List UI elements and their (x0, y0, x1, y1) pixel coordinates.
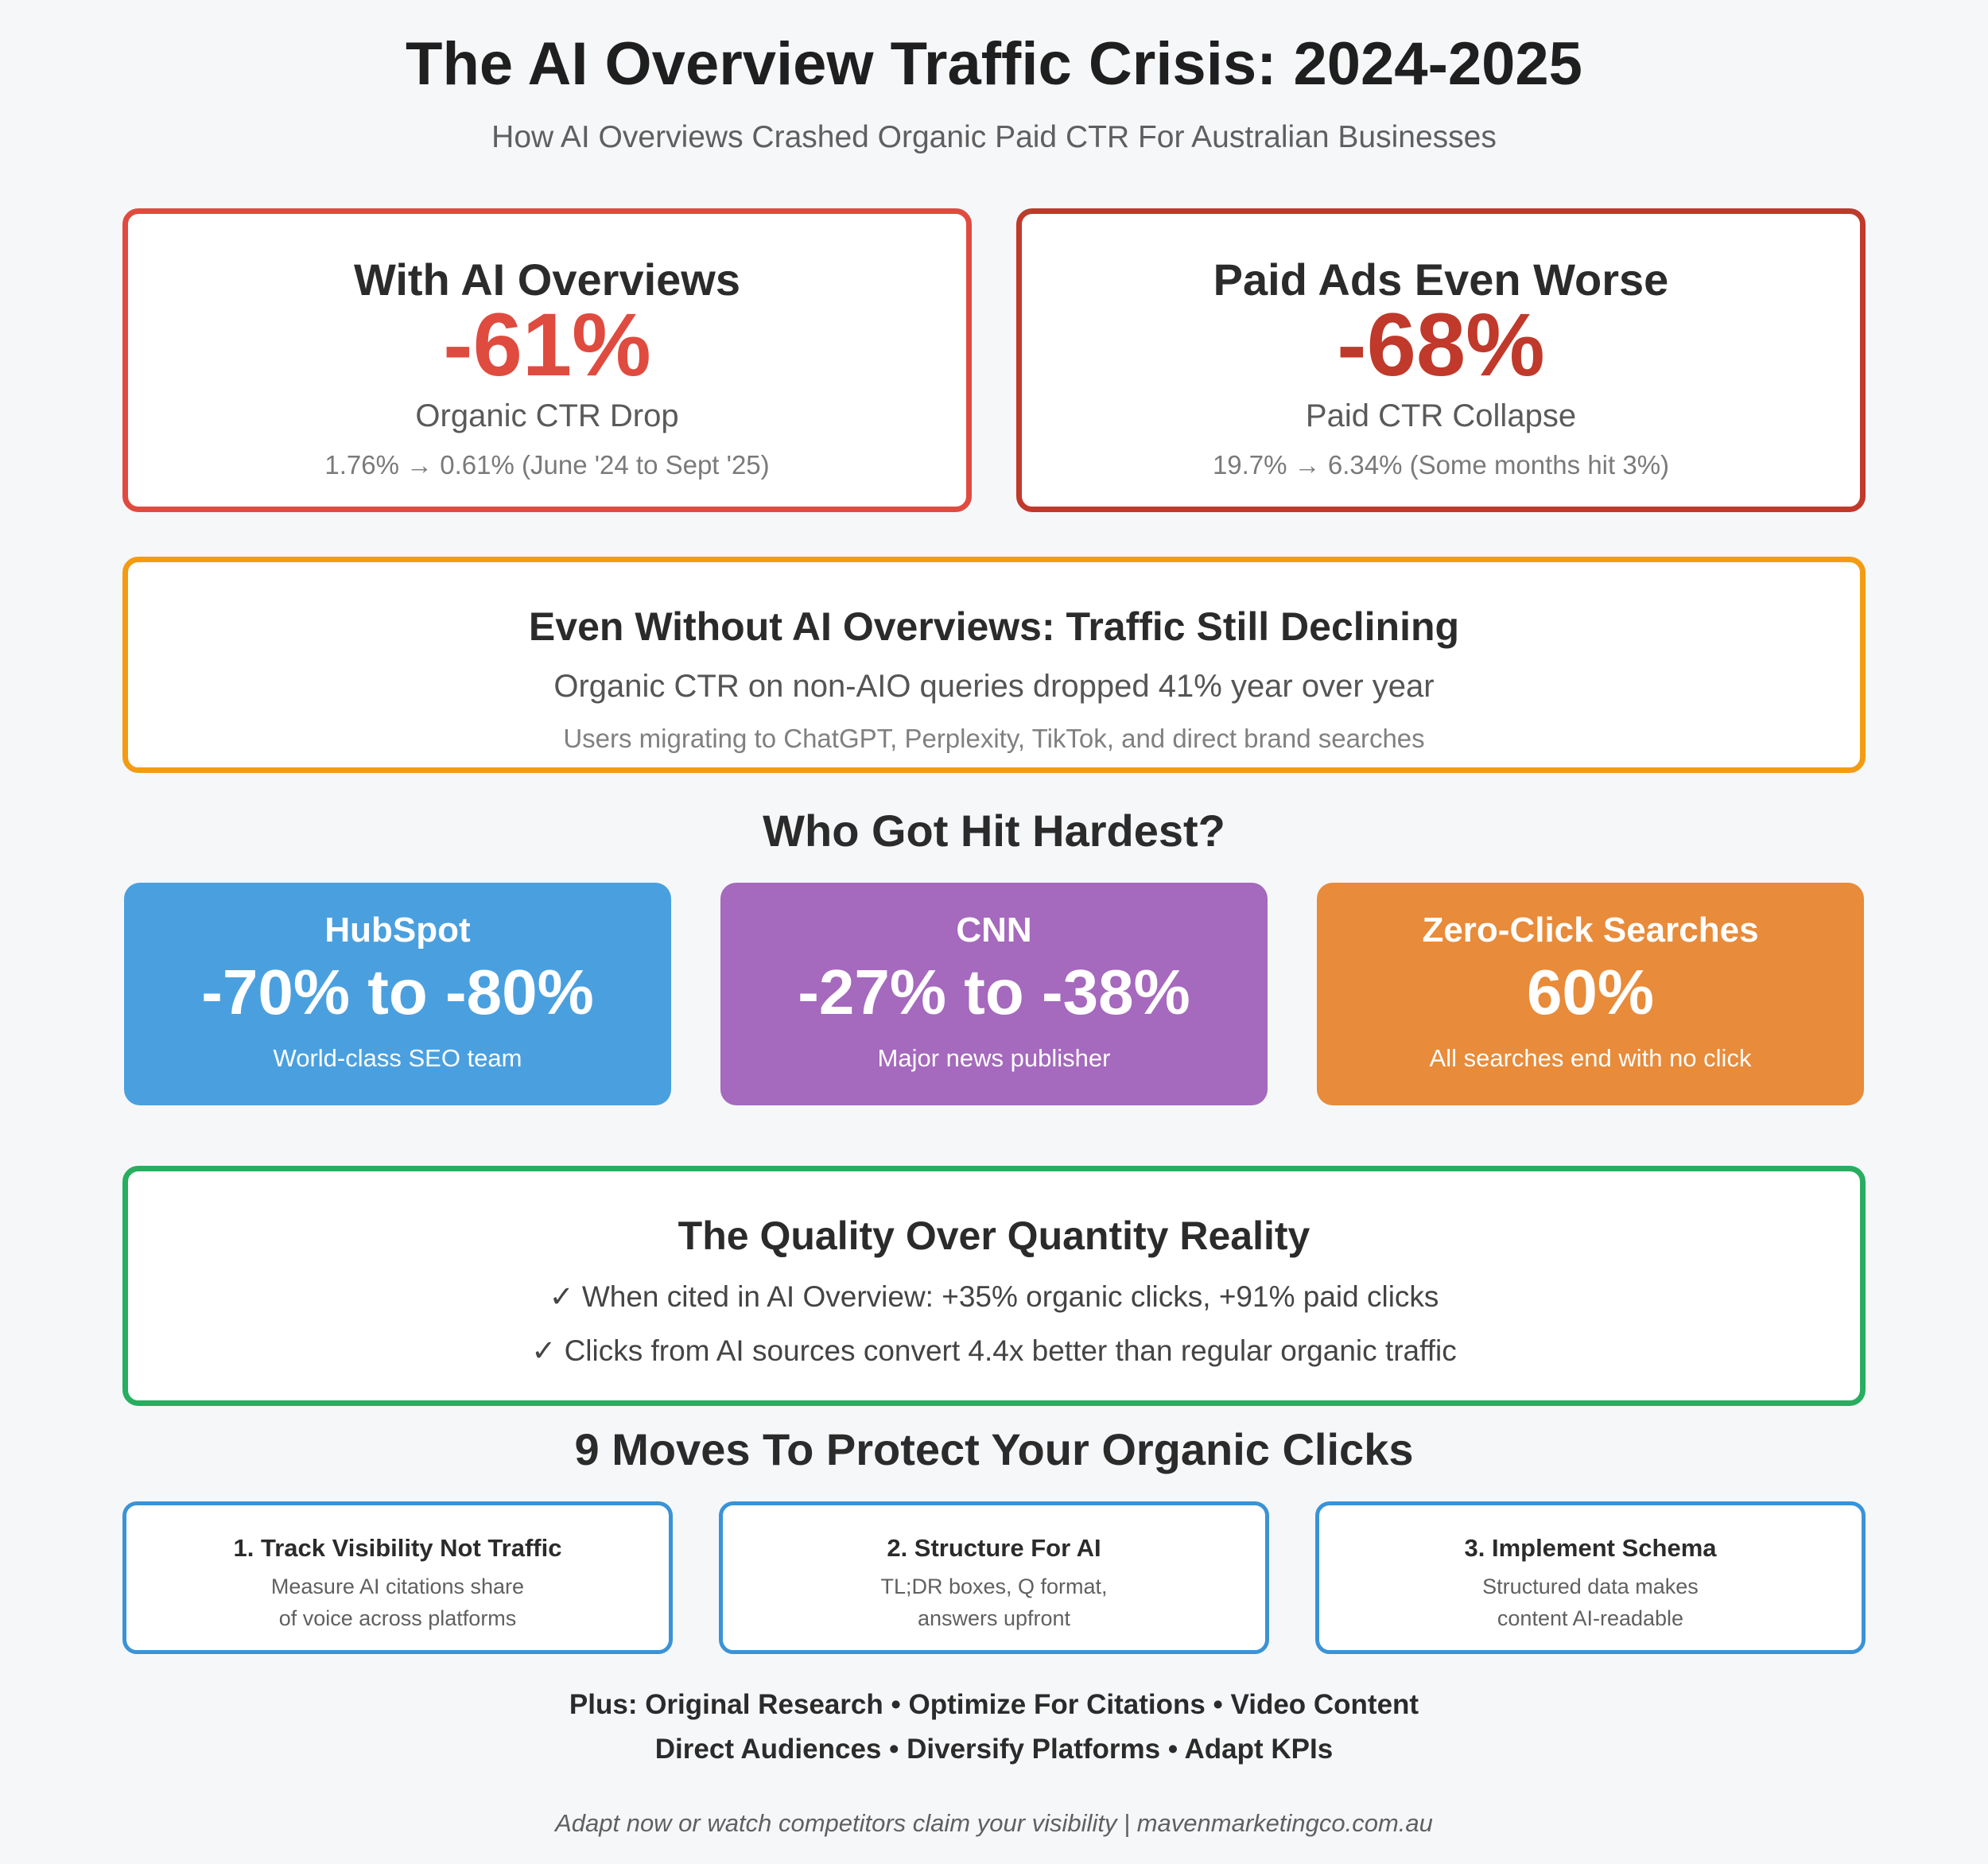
move-card-track-visibility: 1. Track Visibility Not Traffic Measure … (122, 1501, 673, 1654)
tile-hubspot: HubSpot -70% to -80% World-class SEO tea… (124, 883, 671, 1105)
stat-heading: With AI Overviews (353, 254, 740, 305)
move-desc: Structured data makes content AI-readabl… (1319, 1571, 1862, 1634)
without-aio-line2: Users migrating to ChatGPT, Perplexity, … (563, 724, 1425, 753)
hit-hardest-heading: Who Got Hit Hardest? (763, 806, 1225, 856)
tile-value: -70% to -80% (201, 957, 594, 1027)
stat-label: Organic CTR Drop (415, 398, 679, 433)
move-card-structure-for-ai: 2. Structure For AI TL;DR boxes, Q forma… (719, 1501, 1269, 1654)
plus-moves-line2: Direct Audiences • Diversify Platforms •… (654, 1734, 1334, 1765)
stat-value: -68% (1337, 295, 1545, 394)
stat-heading: Paid Ads Even Worse (1213, 254, 1669, 305)
without-aio-line1: Organic CTR on non-AIO queries dropped 4… (553, 669, 1435, 704)
footer-note: Adapt now or watch competitors claim you… (555, 1809, 1433, 1837)
page-title: The AI Overview Traffic Crisis: 2024-202… (406, 30, 1582, 98)
moves-heading: 9 Moves To Protect Your Organic Clicks (574, 1424, 1414, 1474)
without-aio-card: Even Without AI Overviews: Traffic Still… (122, 557, 1866, 773)
plus-moves-line1: Plus: Original Research • Optimize For C… (569, 1689, 1419, 1720)
move-desc-line: content AI-readable (1497, 1606, 1684, 1630)
move-title: 2. Structure For AI (887, 1534, 1101, 1562)
quality-point: ✓ Clicks from AI sources convert 4.4x be… (531, 1334, 1457, 1367)
tile-value: 60% (1526, 957, 1655, 1027)
move-card-implement-schema: 3. Implement Schema Structured data make… (1315, 1501, 1866, 1654)
move-title: 3. Implement Schema (1464, 1534, 1717, 1562)
tile-desc: Major news publisher (877, 1044, 1111, 1072)
tile-cnn: CNN -27% to -38% Major news publisher (720, 883, 1268, 1105)
without-aio-heading: Even Without AI Overviews: Traffic Still… (528, 604, 1460, 649)
tile-name: CNN (956, 911, 1032, 949)
move-title: 1. Track Visibility Not Traffic (233, 1534, 562, 1562)
tile-desc: All searches end with no click (1429, 1044, 1752, 1072)
stat-detail: 19.7% → 6.34% (Some months hit 3%) (1212, 450, 1670, 480)
move-desc-line: answers upfront (917, 1606, 1071, 1630)
stat-value: -61% (443, 295, 651, 394)
page-subtitle: How AI Overviews Crashed Organic Paid CT… (491, 120, 1497, 154)
move-desc-line: TL;DR boxes, Q format, (880, 1575, 1108, 1598)
tile-name: Zero-Click Searches (1422, 911, 1759, 949)
stat-card-paid-ads: Paid Ads Even Worse -68% Paid CTR Collap… (1016, 208, 1866, 512)
tile-desc: World-class SEO team (273, 1044, 522, 1072)
tile-value: -27% to -38% (798, 957, 1190, 1027)
move-desc-line: of voice across platforms (278, 1606, 517, 1630)
tile-zero-click: Zero-Click Searches 60% All searches end… (1317, 883, 1864, 1105)
stat-detail: 1.76% → 0.61% (June '24 to Sept '25) (324, 450, 770, 480)
quality-point: ✓ When cited in AI Overview: +35% organi… (549, 1280, 1439, 1313)
quality-heading: The Quality Over Quantity Reality (678, 1214, 1310, 1258)
quality-card: The Quality Over Quantity Reality ✓ When… (122, 1166, 1866, 1406)
move-desc-line: Measure AI citations share (270, 1575, 525, 1598)
move-desc-line: Structured data makes (1482, 1575, 1699, 1598)
stat-card-ai-overviews: With AI Overviews -61% Organic CTR Drop … (122, 208, 972, 512)
stat-label: Paid CTR Collapse (1305, 398, 1577, 433)
move-desc: Measure AI citations share of voice acro… (126, 1571, 669, 1634)
tile-name: HubSpot (324, 911, 471, 949)
move-desc: TL;DR boxes, Q format, answers upfront (723, 1571, 1265, 1634)
